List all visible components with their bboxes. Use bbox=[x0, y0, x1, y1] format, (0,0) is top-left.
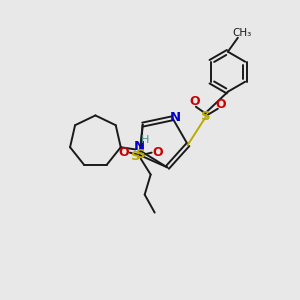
Text: O: O bbox=[118, 146, 129, 159]
Text: CH₃: CH₃ bbox=[232, 28, 251, 38]
Text: O: O bbox=[152, 146, 163, 159]
Text: S: S bbox=[131, 149, 140, 163]
Text: N: N bbox=[170, 111, 181, 124]
Text: S: S bbox=[201, 110, 211, 123]
Text: S: S bbox=[136, 148, 146, 161]
Text: O: O bbox=[190, 95, 200, 108]
Text: O: O bbox=[215, 98, 226, 111]
Text: H: H bbox=[141, 135, 150, 146]
Text: N: N bbox=[134, 140, 145, 153]
